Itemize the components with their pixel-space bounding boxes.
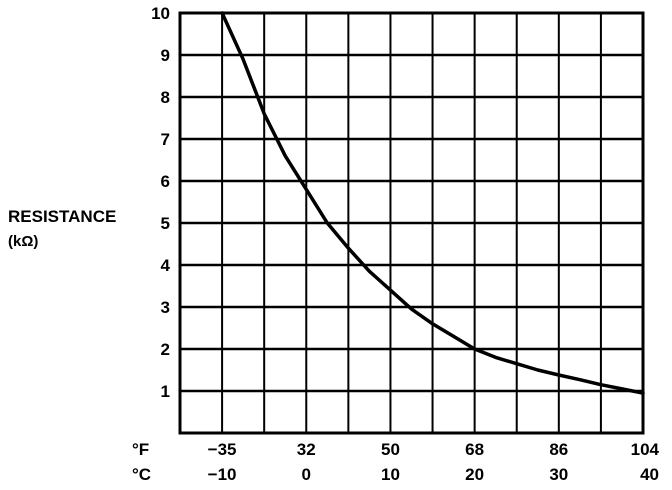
x-tick-label-fahrenheit: 68 (465, 440, 484, 459)
y-tick-label: 1 (161, 382, 170, 401)
x-tick-label-celsius: 30 (549, 465, 568, 484)
y-tick-label: 8 (161, 88, 170, 107)
y-axis-unit: (kΩ) (8, 233, 38, 250)
x-axis-unit-celsius: °C (132, 465, 151, 484)
x-tick-label-celsius: 40 (640, 465, 659, 484)
plot-frame (178, 11, 645, 435)
y-axis-ticks: 1 2 3 4 5 6 7 8 9 10 (151, 4, 170, 401)
y-tick-label: 4 (161, 256, 171, 275)
x-tick-label-fahrenheit: −35 (208, 440, 237, 459)
x-axis-ticks: −35 −10 32 0 50 10 68 20 86 30 104 40 (208, 440, 660, 484)
x-tick-label-celsius: −10 (208, 465, 237, 484)
x-axis-unit-fahrenheit: °F (132, 440, 149, 459)
x-tick-label-celsius: 10 (381, 465, 400, 484)
y-tick-label: 3 (161, 298, 170, 317)
resistance-curve (220, 11, 645, 395)
x-tick-label-celsius: 0 (302, 465, 311, 484)
y-tick-label: 5 (161, 214, 170, 233)
y-tick-label: 7 (161, 130, 170, 149)
x-tick-label-fahrenheit: 86 (549, 440, 568, 459)
y-axis-label: RESISTANCE (8, 207, 116, 226)
y-tick-label: 2 (161, 340, 170, 359)
y-tick-label: 6 (161, 172, 170, 191)
y-tick-label: 10 (151, 4, 170, 23)
x-tick-label-fahrenheit: 32 (297, 440, 316, 459)
y-tick-label: 9 (161, 46, 170, 65)
x-tick-label-fahrenheit: 50 (381, 440, 400, 459)
x-tick-label-fahrenheit: 104 (631, 440, 660, 459)
x-tick-label-celsius: 20 (465, 465, 484, 484)
